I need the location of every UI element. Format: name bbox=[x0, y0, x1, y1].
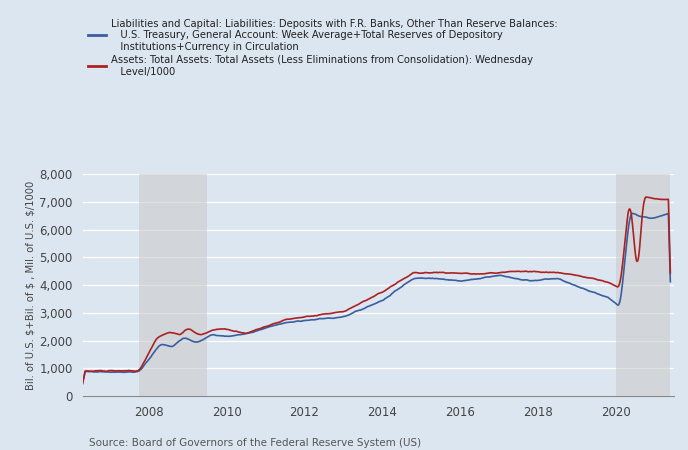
Bar bbox=[139, 174, 207, 396]
Legend: Liabilities and Capital: Liabilities: Deposits with F.R. Banks, Other Than Reser: Liabilities and Capital: Liabilities: De… bbox=[87, 18, 557, 77]
Text: Source: Board of Governors of the Federal Reserve System (US): Source: Board of Governors of the Federa… bbox=[89, 438, 422, 448]
Y-axis label: Bil. of U.S. $+Bil. of $ , Mil. of U.S. $/1000: Bil. of U.S. $+Bil. of $ , Mil. of U.S. … bbox=[25, 180, 35, 390]
Bar bbox=[616, 174, 670, 396]
